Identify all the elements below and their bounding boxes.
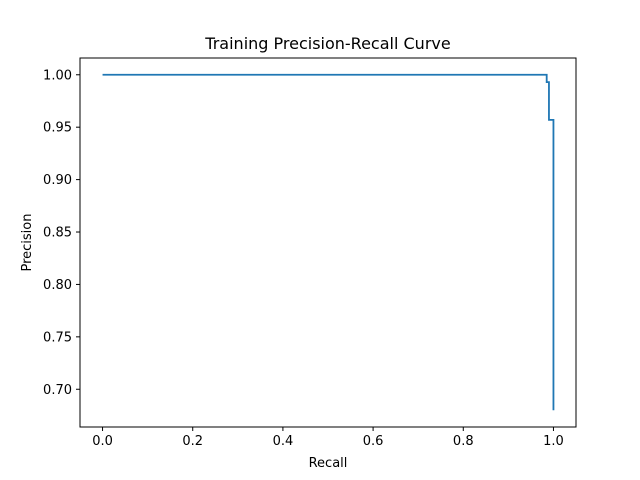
y-tick-label: 1.00	[43, 68, 72, 83]
y-tick-label: 0.70	[43, 383, 72, 398]
x-tick-label: 0.0	[92, 434, 113, 449]
y-tick-label: 0.75	[43, 330, 72, 345]
plot-area	[79, 57, 577, 428]
x-tick-label: 0.4	[273, 434, 294, 449]
y-axis: 0.70 0.75 0.80 0.85 0.90 0.95 1.00	[43, 68, 80, 398]
x-tick-label: 0.8	[453, 434, 474, 449]
pr-curve-line	[102, 73, 555, 411]
y-tick-label: 0.90	[43, 173, 72, 188]
y-tick-label: 0.80	[43, 278, 72, 293]
series-layer	[102, 73, 555, 411]
x-axis-title: Recall	[309, 456, 348, 471]
x-axis: 0.0 0.2 0.4 0.6 0.8 1.0	[92, 427, 564, 449]
y-axis-title: Precision	[20, 213, 35, 271]
y-tick-label: 0.95	[43, 121, 72, 136]
y-tick-label: 0.85	[43, 226, 72, 241]
x-tick-label: 0.6	[363, 434, 384, 449]
x-tick-label: 0.2	[182, 434, 203, 449]
x-tick-label: 1.0	[543, 434, 564, 449]
chart-title: Training Precision-Recall Curve	[204, 34, 450, 53]
